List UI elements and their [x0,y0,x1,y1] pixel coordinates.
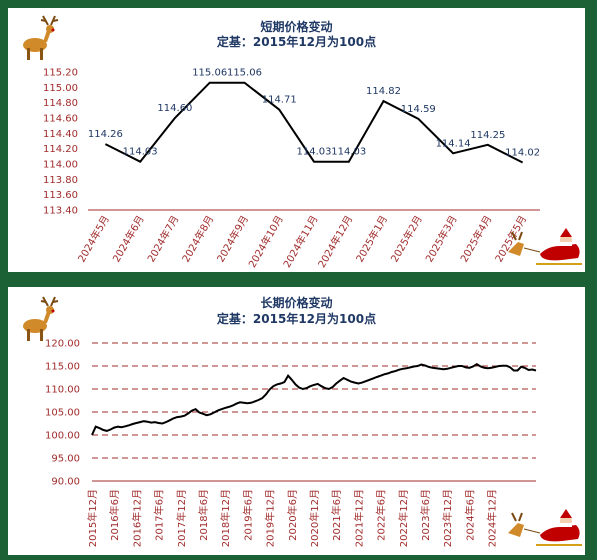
chart-title: 短期价格变动 [260,19,332,34]
y-tick-label: 105.00 [45,408,80,419]
x-tick-label: 2024年12月 [486,489,499,547]
x-tick-label: 2025年3月 [423,213,460,264]
data-label: 115.06 [192,68,227,79]
y-tick-label: 115.00 [45,362,80,373]
x-tick-label: 2019年6月 [241,489,254,541]
data-label: 114.03 [123,147,158,158]
data-label: 114.14 [436,138,471,149]
y-tick-label: 114.80 [43,98,78,109]
x-tick-label: 2024年5月 [75,213,112,264]
long-term-chart-panel: 长期价格变动 定基：2015年12月为100点 120.00 115.00 110.… [8,287,585,555]
y-tick-label: 113.80 [43,175,78,186]
x-tick-label: 2023年6月 [419,489,432,541]
chart-title: 长期价格变动 [260,295,332,310]
y-tick-label: 100.00 [45,431,80,442]
y-tick-label: 114.40 [43,129,78,140]
x-tick-label: 2022年6月 [375,489,388,541]
y-tick-label: 115.00 [43,83,78,94]
data-label: 114.82 [366,86,401,97]
x-tick-label: 2024年6月 [110,213,147,264]
series-line-long-term [91,363,537,436]
y-tick-label: 114.20 [43,144,78,155]
x-tick-label: 2024年12月 [315,213,355,270]
short-term-chart: 短期价格变动 定基：2015年12月为100点 115.20 115.00 114.… [23,15,582,270]
data-label: 114.60 [157,103,192,114]
y-tick-label: 90.00 [51,477,80,488]
data-label: 115.06 [227,68,262,79]
x-tick-label: 2021年12月 [352,489,365,547]
x-tick-label: 2017年6月 [153,489,166,541]
data-label: 114.03 [331,147,366,158]
x-tick-label: 2025年5月 [492,213,529,264]
data-label: 114.71 [262,95,297,106]
short-term-chart-panel: 短期价格变动 定基：2015年12月为100点 115.20 115.00 114.… [8,8,585,272]
x-tick-label: 2016年6月 [108,489,121,541]
data-label: 114.59 [401,104,436,115]
x-tick-label: 2018年6月 [197,489,210,541]
reindeer-decoration [23,296,59,341]
data-label: 114.26 [88,129,123,140]
x-tick-label: 2020年12月 [308,489,321,547]
y-tick-label: 114.60 [43,114,78,125]
x-tick-label: 2018年12月 [219,489,232,547]
y-tick-label: 115.20 [43,68,78,79]
x-tick-label: 2025年4月 [457,213,494,264]
series-line-short-term [104,81,524,164]
y-tick-label: 95.00 [51,454,80,465]
x-tick-label: 2021年6月 [330,489,343,541]
x-tick-label: 2024年9月 [214,213,251,264]
data-label: 114.02 [505,147,540,158]
y-tick-label: 113.40 [43,206,78,217]
x-tick-label: 2015年12月 [86,489,99,547]
y-tick-label: 114.00 [43,160,78,171]
reindeer-decoration [23,15,59,60]
long-term-chart: 长期价格变动 定基：2015年12月为100点 120.00 115.00 110.… [23,295,582,547]
chart-subtitle: 定基：2015年12月为100点 [217,311,376,326]
data-label: 114.25 [470,130,505,141]
x-tick-label: 2024年11月 [280,213,320,270]
x-tick-label: 2023年12月 [441,489,454,547]
x-tick-label: 2024年10月 [245,213,285,270]
x-tick-label: 2022年12月 [397,489,410,547]
x-tick-label: 2016年12月 [130,489,143,547]
x-tick-label: 2024年8月 [179,213,216,264]
y-tick-label: 113.60 [43,190,78,201]
x-tick-label: 2019年12月 [264,489,277,547]
x-tick-label: 2025年2月 [388,213,425,264]
chart-subtitle: 定基：2015年12月为100点 [217,34,376,49]
santa-sleigh-decoration [508,228,582,265]
x-tick-label: 2024年6月 [463,489,476,541]
santa-sleigh-decoration [508,509,582,546]
x-tick-label: 2020年6月 [286,489,299,541]
x-tick-label: 2017年12月 [175,489,188,547]
y-tick-label: 120.00 [45,339,80,350]
y-tick-label: 110.00 [45,385,80,396]
x-tick-label: 2025年1月 [353,213,390,264]
x-tick-label: 2024年7月 [144,213,181,264]
data-label: 114.03 [297,147,332,158]
